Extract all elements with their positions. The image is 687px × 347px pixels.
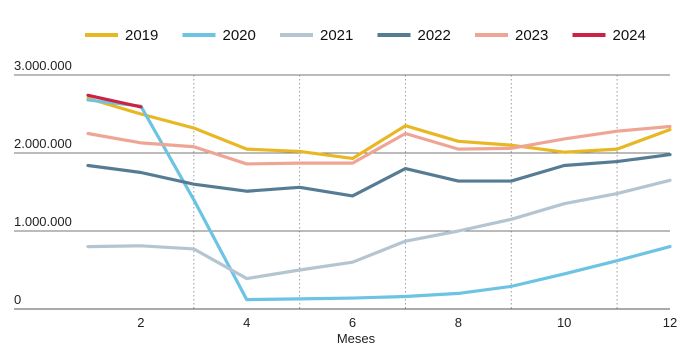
x-tick-label: 2 (137, 315, 144, 330)
x-tick-label: 12 (663, 315, 677, 330)
series-line-2023 (86, 124, 672, 166)
series-line-2024 (86, 93, 143, 109)
x-tick-label: 10 (557, 315, 571, 330)
y-tick-label: 1.000.000 (14, 214, 72, 229)
legend-label-2024: 2024 (613, 27, 646, 44)
x-tick-label: 6 (349, 315, 356, 330)
series-line-2020 (86, 98, 672, 302)
y-tick-label: 0 (14, 292, 21, 307)
x-axis: 2 4 6 8 10 12 (137, 315, 677, 330)
legend-label-2021: 2021 (320, 27, 353, 44)
y-tick-label: 2.000.000 (14, 136, 72, 151)
y-tick-label: 3.000.000 (14, 58, 72, 73)
series-line-2022 (86, 152, 672, 198)
series-line-2019 (86, 96, 672, 161)
legend-label-2023: 2023 (515, 27, 548, 44)
legend-label-2020: 2020 (223, 27, 256, 44)
x-tick-label: 8 (455, 315, 462, 330)
series-lines (86, 93, 672, 302)
x-tick-label: 4 (243, 315, 250, 330)
legend: 2019 2020 2021 2022 2023 2024 (85, 27, 646, 44)
legend-label-2019: 2019 (125, 27, 158, 44)
legend-label-2022: 2022 (418, 27, 451, 44)
series-line-2021 (86, 178, 672, 281)
x-axis-title: Meses (337, 331, 376, 346)
